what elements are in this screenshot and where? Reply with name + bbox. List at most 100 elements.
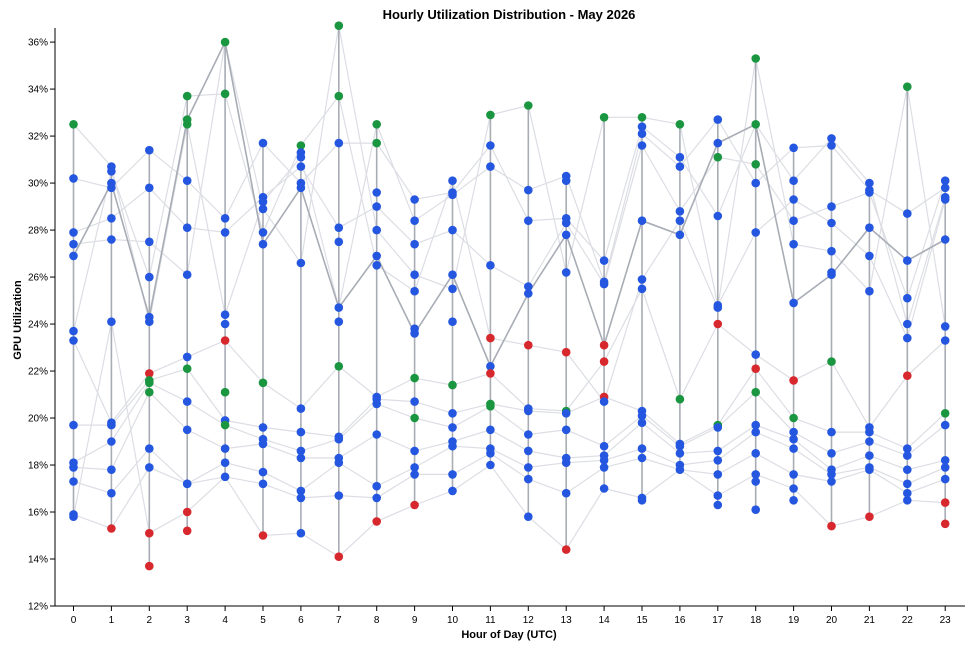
data-point xyxy=(410,500,419,510)
data-point xyxy=(372,399,382,409)
x-tick-label: 23 xyxy=(940,615,952,626)
data-point xyxy=(789,470,798,479)
data-point xyxy=(903,293,912,303)
connector-line xyxy=(73,118,946,322)
data-point xyxy=(145,378,154,388)
data-point xyxy=(182,352,192,362)
data-point xyxy=(865,427,874,437)
data-point xyxy=(182,526,192,536)
data-point xyxy=(448,284,457,294)
data-point xyxy=(561,347,571,357)
y-tick-label: 26% xyxy=(28,273,48,284)
data-point xyxy=(410,373,419,383)
data-point xyxy=(827,218,836,228)
data-point xyxy=(903,333,912,343)
x-tick-label: 12 xyxy=(523,615,535,626)
data-point xyxy=(751,477,760,486)
data-point xyxy=(486,402,495,411)
data-point xyxy=(296,141,306,150)
x-tick-label: 4 xyxy=(222,615,228,626)
x-tick-label: 22 xyxy=(902,615,914,626)
data-point xyxy=(827,477,836,486)
data-point xyxy=(334,303,344,312)
y-tick-label: 18% xyxy=(28,461,48,472)
axes: 12% 14% 16% 18% 20% 22% 24% 26% 28% 30% 32% 34% 36% 0… xyxy=(28,28,965,626)
data-point xyxy=(940,176,950,185)
data-point xyxy=(903,82,912,91)
y-tick-label: 32% xyxy=(28,132,48,143)
data-point xyxy=(827,449,836,458)
data-point xyxy=(713,115,723,124)
data-point xyxy=(751,427,760,437)
data-point xyxy=(751,228,760,237)
data-point xyxy=(410,446,419,456)
data-point xyxy=(69,326,78,336)
data-point xyxy=(296,152,306,162)
data-point xyxy=(751,505,760,514)
data-point xyxy=(182,176,192,185)
data-point xyxy=(599,340,609,350)
data-point xyxy=(561,488,571,498)
data-point xyxy=(789,376,798,385)
data-point xyxy=(903,465,912,475)
data-point xyxy=(145,237,154,247)
data-point xyxy=(637,275,647,284)
y-axis-title: GPU Utilization xyxy=(12,280,24,360)
data-point xyxy=(903,451,912,460)
data-point xyxy=(561,176,571,185)
data-point xyxy=(486,460,495,470)
data-point xyxy=(524,474,533,484)
data-point xyxy=(940,519,950,529)
data-point xyxy=(751,178,760,188)
data-point xyxy=(713,500,723,510)
y-tick-label: 14% xyxy=(28,555,48,566)
connector-lines xyxy=(72,25,946,558)
data-point xyxy=(258,479,268,489)
connector-line xyxy=(73,431,946,494)
data-point xyxy=(827,134,836,143)
data-point xyxy=(145,444,154,453)
data-point xyxy=(258,228,268,237)
data-point xyxy=(258,467,268,477)
connector-line xyxy=(73,452,946,530)
data-point xyxy=(296,486,306,496)
connector-line xyxy=(73,25,946,340)
data-point xyxy=(182,479,192,489)
data-point xyxy=(524,512,533,521)
data-point xyxy=(751,449,760,458)
data-point xyxy=(827,470,836,479)
data-point xyxy=(334,491,344,500)
data-point xyxy=(448,317,457,327)
x-tick-label: 19 xyxy=(788,615,800,626)
data-point xyxy=(296,493,306,503)
data-point xyxy=(220,214,230,223)
data-point xyxy=(258,439,268,449)
data-point xyxy=(334,21,344,31)
y-tick-label: 34% xyxy=(28,85,48,96)
data-point xyxy=(789,216,798,225)
x-tick-label: 2 xyxy=(147,615,153,626)
data-point xyxy=(713,491,723,500)
y-tick-label: 30% xyxy=(28,179,48,190)
data-point xyxy=(107,183,116,193)
data-point xyxy=(789,195,798,204)
data-point xyxy=(220,89,230,99)
data-point xyxy=(940,183,950,193)
data-point xyxy=(865,465,874,475)
highlight-path xyxy=(72,39,946,369)
y-tick-label: 24% xyxy=(28,320,48,331)
data-point xyxy=(789,176,798,185)
x-tick-label: 6 xyxy=(298,615,304,626)
data-point xyxy=(334,317,344,327)
data-point xyxy=(334,362,344,371)
data-point xyxy=(524,463,533,472)
data-point xyxy=(637,129,647,138)
hour-range-lines xyxy=(72,25,947,567)
data-point xyxy=(524,282,533,291)
data-point xyxy=(448,409,457,418)
data-point xyxy=(145,387,154,397)
data-point xyxy=(599,463,609,472)
highlight-line xyxy=(72,39,946,369)
x-tick-label: 13 xyxy=(561,615,573,626)
